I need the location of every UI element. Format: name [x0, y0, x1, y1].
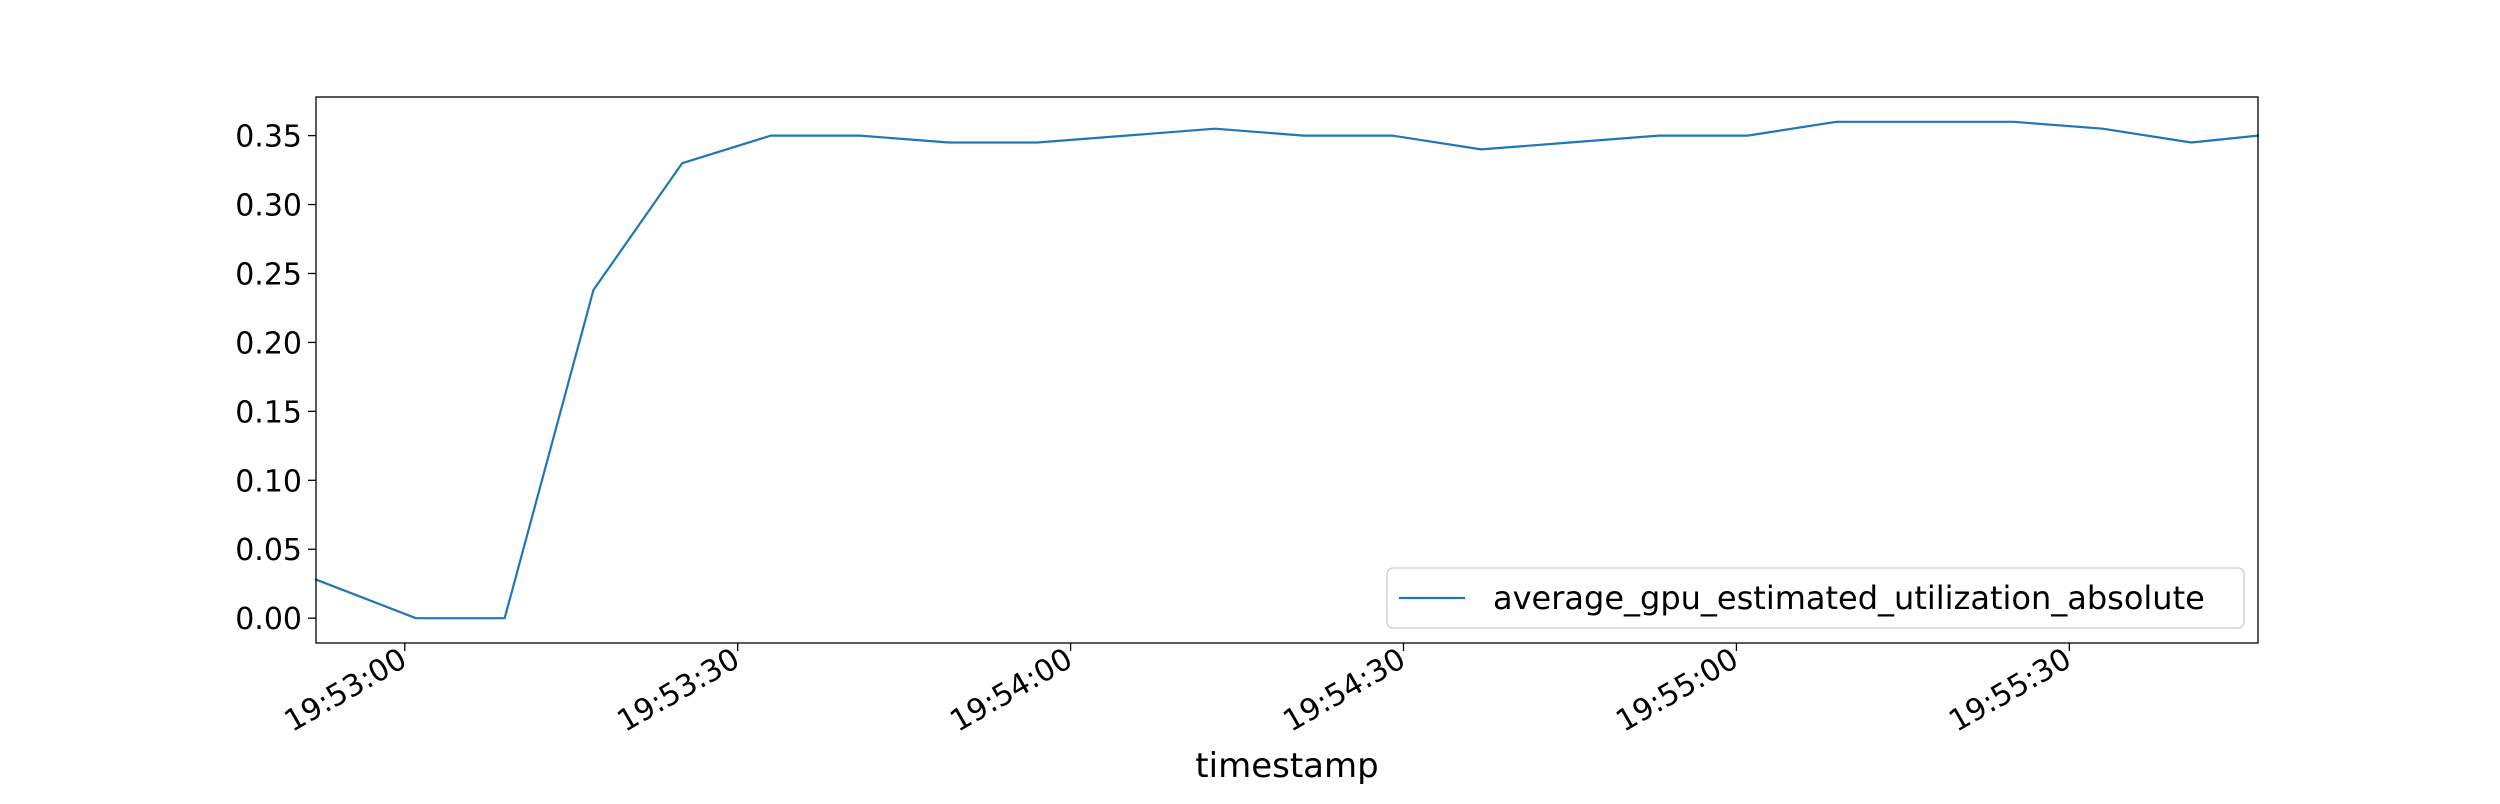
legend-label: average_gpu_estimated_utilization_absolu…	[1493, 579, 2205, 617]
y-axis: 0.00 0.05 0.10 0.15 0.20 0.25 0.30 0.35	[235, 120, 316, 637]
y-tick-label: 0.00	[235, 602, 302, 637]
legend: average_gpu_estimated_utilization_absolu…	[1386, 567, 2245, 629]
y-tick-label: 0.35	[235, 120, 302, 155]
x-tick-label: 19:54:00	[944, 642, 1078, 740]
plot-frame	[315, 96, 2259, 644]
y-tick-label: 0.30	[235, 189, 302, 224]
y-tick-label: 0.15	[235, 395, 302, 430]
x-axis-label: timestamp	[1195, 746, 1378, 786]
y-tick-label: 0.05	[235, 533, 302, 568]
series-line-0	[314, 120, 2260, 620]
y-tick-label: 0.20	[235, 326, 302, 361]
x-axis: 19:53:00 19:53:30 19:54:00 19:54:30 19:55:00…	[279, 642, 2078, 740]
marks-layer	[314, 120, 2260, 620]
x-tick-label: 19:55:00	[1610, 642, 1744, 740]
x-tick-label: 19:53:30	[611, 642, 745, 740]
x-tick-label: 19:54:30	[1277, 642, 1411, 740]
x-tick-label: 19:55:30	[1943, 642, 2077, 740]
x-tick-label: 19:53:00	[279, 642, 413, 740]
legend-box	[1386, 567, 2245, 629]
y-tick-label: 0.10	[235, 464, 302, 499]
y-tick-label: 0.25	[235, 257, 302, 292]
